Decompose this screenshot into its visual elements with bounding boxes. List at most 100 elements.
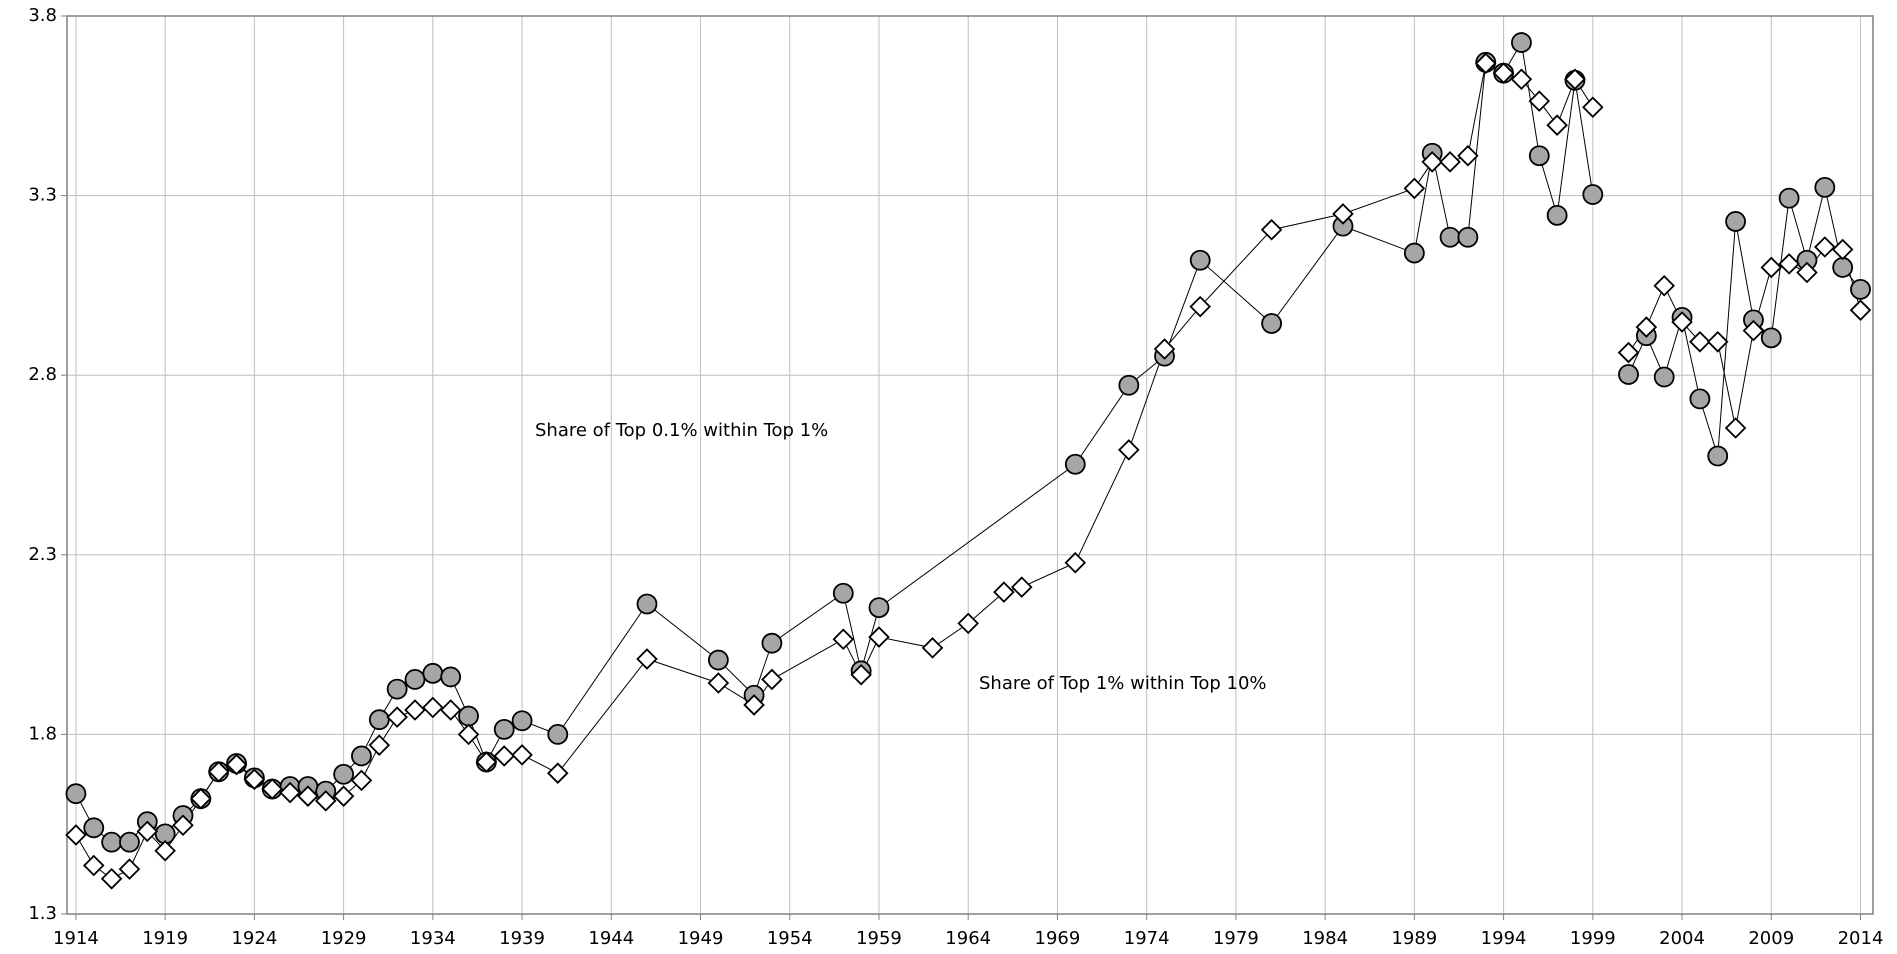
x-tick-label: 1924 [231,928,277,949]
x-tick-label: 1974 [1124,928,1170,949]
x-tick-label: 2014 [1838,928,1884,949]
circle-marker [1439,226,1461,248]
circle-marker [440,666,462,688]
circle-marker [1118,374,1140,396]
x-tick-label: 1949 [678,928,724,949]
diamond-marker [1403,177,1426,200]
circle-marker [422,662,444,684]
circle-marker [65,783,87,805]
diamond-marker [243,768,266,791]
circle-marker [1457,226,1479,248]
diamond-marker [1118,439,1140,461]
x-tick-label: 1964 [945,928,991,949]
diamond-marker [172,814,194,837]
circle-marker [1814,176,1836,198]
diamond-marker [190,787,212,810]
diamond-marker [957,612,979,635]
diamond-marker [1849,299,1872,321]
circle-marker [547,724,569,745]
circle-marker [511,710,533,732]
circle-marker [1778,187,1800,209]
circle-marker [119,831,140,853]
circle-marker [1707,445,1729,467]
diamond-marker [1153,338,1176,360]
x-tick-label: 1939 [499,928,545,949]
circle-marker [1528,145,1550,167]
circle-marker [1725,211,1746,232]
diamond-marker [993,581,1015,603]
circle-marker [493,718,515,740]
diamond-marker [1260,218,1283,241]
diamond-marker [279,781,301,804]
diamond-marker [1742,319,1765,342]
x-tick-label: 1989 [1391,928,1437,949]
circle-marker [1832,257,1854,278]
diamond-marker [82,854,105,877]
diamond-marker [314,790,337,812]
circle-marker [868,597,890,619]
diamond-marker [118,858,141,880]
circle-marker [1261,313,1282,334]
diamond-marker [921,637,944,659]
plot-frame [66,15,1874,915]
circle-marker [1760,327,1782,349]
y-tick-label: 1.3 [28,903,57,924]
diamond-marker [1582,96,1604,119]
circle-marker [1653,366,1675,388]
diamond-marker [1421,151,1443,173]
diamond-marker [1653,274,1675,297]
circle-marker [1582,184,1604,205]
x-tick-label: 1959 [856,928,902,949]
diamond-marker [1724,417,1747,439]
diamond-marker [350,769,373,792]
diamond-marker [1564,68,1586,90]
diamond-marker [1474,52,1497,75]
diamond-marker [475,751,498,773]
x-tick-label: 1934 [410,928,456,949]
circle-marker [636,593,658,615]
diamond-marker [1439,151,1461,173]
diamond-marker [439,699,462,721]
diamond-marker [1457,144,1479,167]
diamond-marker [868,626,890,648]
annotation: Share of Top 0.1% within Top 1% [535,420,828,441]
diamond-marker [422,696,444,719]
diamond-marker [457,723,480,746]
diamond-marker [707,672,730,694]
circle-marker [101,831,123,853]
circle-marker [1546,204,1568,226]
diamond-marker [761,668,783,691]
circle-marker [1618,364,1639,385]
diamond-marker [1189,295,1211,318]
diamond-marker [546,762,569,784]
diamond-marker [1510,68,1533,90]
x-tick-label: 1919 [142,928,188,949]
x-tick-label: 1979 [1213,928,1259,949]
x-tick-label: 1914 [53,928,99,949]
circle-marker [404,669,426,690]
circle-marker [351,745,372,767]
x-tick-label: 1954 [767,928,813,949]
diamond-marker [493,745,515,767]
y-tick-label: 3.3 [28,185,57,206]
circle-marker [1689,388,1711,410]
circle-marker [458,705,479,727]
circle-marker [1511,32,1532,53]
diamond-marker [743,694,765,716]
x-tick-label: 1944 [588,928,634,949]
circle-marker [368,709,390,731]
diamond-marker [225,753,248,776]
x-tick-label: 2004 [1659,928,1705,949]
diamond-marker [1778,253,1800,275]
circle-marker [386,678,408,700]
diamond-marker [207,760,230,783]
circle-marker [1064,453,1086,475]
circle-marker [333,763,355,785]
diamond-marker [850,664,872,686]
diamond-marker [261,778,283,800]
x-tick-label: 1999 [1570,928,1616,949]
x-tick-label: 1969 [1035,928,1081,949]
diamond-marker [404,699,426,721]
diamond-marker [368,734,391,756]
